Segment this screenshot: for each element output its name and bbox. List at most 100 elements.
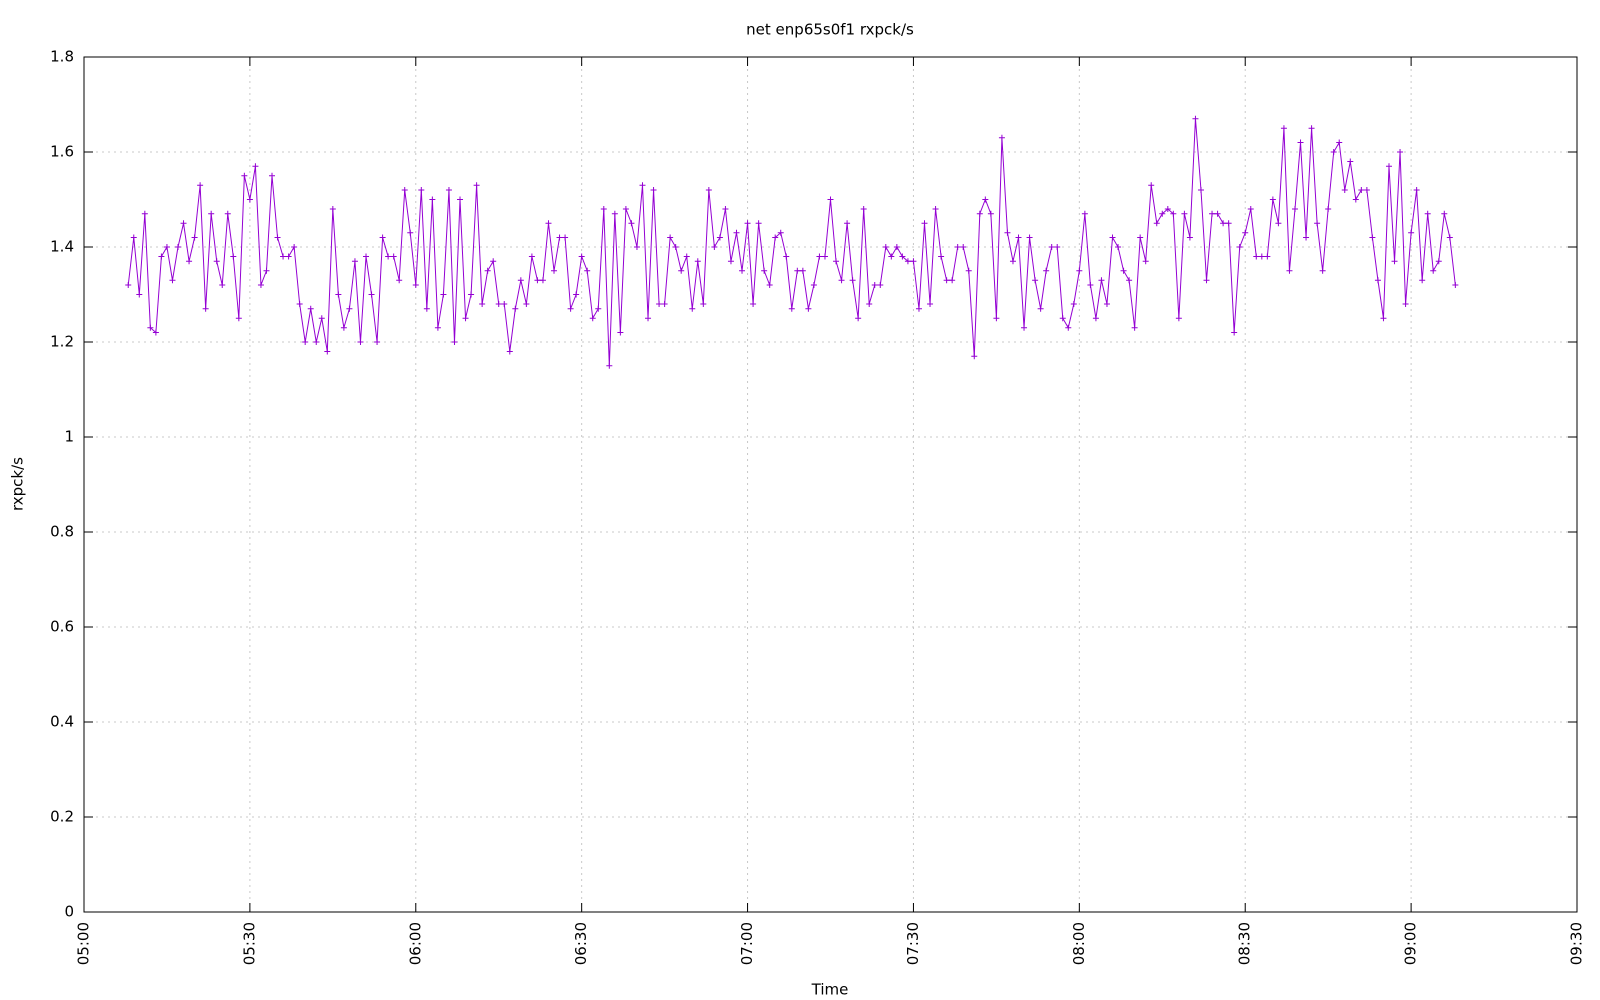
point-marker — [351, 258, 358, 265]
point-marker — [799, 267, 806, 274]
point-marker — [208, 210, 215, 217]
point-marker — [528, 253, 535, 260]
point-marker — [506, 348, 513, 355]
point-marker — [1446, 234, 1453, 241]
point-marker — [1076, 267, 1083, 274]
y-tick-label: 0 — [64, 903, 74, 921]
point-marker — [739, 267, 746, 274]
point-marker — [396, 277, 403, 284]
point-marker — [633, 244, 640, 250]
point-marker — [578, 253, 585, 260]
point-marker — [440, 291, 447, 298]
point-marker — [324, 348, 331, 355]
point-marker — [1103, 301, 1110, 307]
point-marker — [1408, 229, 1415, 236]
point-marker — [202, 305, 209, 312]
point-marker — [1242, 229, 1249, 236]
point-marker — [860, 206, 867, 212]
point-marker — [539, 277, 546, 284]
point-marker — [1303, 234, 1310, 241]
point-marker — [611, 210, 618, 217]
point-marker — [1032, 277, 1039, 284]
point-marker — [656, 301, 663, 307]
point-marker — [418, 187, 425, 193]
point-marker — [727, 258, 734, 265]
point-marker — [960, 244, 967, 250]
point-marker — [462, 315, 469, 322]
point-marker — [744, 220, 751, 227]
point-marker — [429, 196, 436, 203]
point-marker — [954, 244, 961, 250]
point-marker — [246, 196, 253, 203]
point-marker — [849, 277, 856, 284]
point-marker — [263, 267, 270, 274]
point-marker — [965, 267, 972, 274]
point-marker — [136, 291, 143, 298]
point-marker — [1435, 258, 1442, 265]
point-marker — [827, 196, 834, 203]
point-marker — [1131, 324, 1138, 331]
point-marker — [1137, 234, 1144, 241]
point-marker — [1286, 267, 1293, 274]
point-marker — [766, 282, 773, 288]
plot-frame — [83, 56, 1578, 913]
point-marker — [833, 258, 840, 265]
point-marker — [468, 291, 475, 298]
point-marker — [1347, 158, 1354, 165]
point-marker — [1148, 182, 1155, 189]
point-marker — [567, 305, 574, 312]
point-marker — [147, 324, 154, 331]
point-marker — [938, 253, 945, 260]
point-marker — [932, 206, 939, 212]
point-marker — [982, 196, 989, 203]
point-marker — [1126, 277, 1133, 284]
point-marker — [158, 253, 165, 260]
x-tick-label: 05:30 — [240, 922, 258, 965]
x-tick-label: 07:30 — [904, 922, 922, 965]
x-tick-label: 06:00 — [406, 922, 424, 965]
point-marker — [661, 301, 668, 307]
point-marker — [694, 258, 701, 265]
point-marker — [882, 244, 889, 250]
point-marker — [1419, 277, 1426, 284]
point-marker — [1374, 277, 1381, 284]
point-marker — [705, 187, 712, 193]
point-marker — [368, 291, 375, 298]
point-marker — [551, 267, 558, 274]
point-marker — [235, 315, 242, 322]
point-marker — [1054, 244, 1061, 250]
point-marker — [335, 291, 342, 298]
y-tick-label: 0.4 — [50, 713, 74, 731]
y-tick-label: 1.6 — [50, 143, 74, 161]
point-marker — [1081, 210, 1088, 217]
point-marker — [1197, 187, 1204, 193]
point-marker — [1269, 196, 1276, 203]
point-marker — [993, 315, 1000, 322]
point-marker — [1280, 125, 1287, 132]
point-marker — [385, 253, 392, 260]
chart-title: net enp65s0f1 rxpck/s — [746, 21, 914, 39]
x-tick-label: 08:00 — [1070, 922, 1088, 965]
point-marker — [788, 305, 795, 312]
point-marker — [517, 277, 524, 284]
point-marker — [1153, 220, 1160, 227]
point-marker — [915, 305, 922, 312]
point-marker — [595, 305, 602, 312]
point-marker — [844, 220, 851, 227]
x-tick-label: 08:30 — [1236, 922, 1254, 965]
point-marker — [1363, 187, 1370, 193]
point-marker — [401, 187, 408, 193]
point-marker — [1452, 282, 1459, 288]
x-tick-label: 09:30 — [1568, 922, 1586, 965]
point-marker — [1314, 220, 1321, 227]
x-tick-label: 06:30 — [572, 922, 590, 965]
point-marker — [186, 258, 193, 265]
y-axis-label: rxpck/s — [9, 457, 27, 511]
point-marker — [1159, 210, 1166, 217]
point-marker — [269, 172, 276, 179]
point-marker — [1164, 206, 1171, 212]
point-marker — [125, 282, 132, 288]
point-marker — [678, 267, 685, 274]
point-marker — [755, 220, 762, 227]
